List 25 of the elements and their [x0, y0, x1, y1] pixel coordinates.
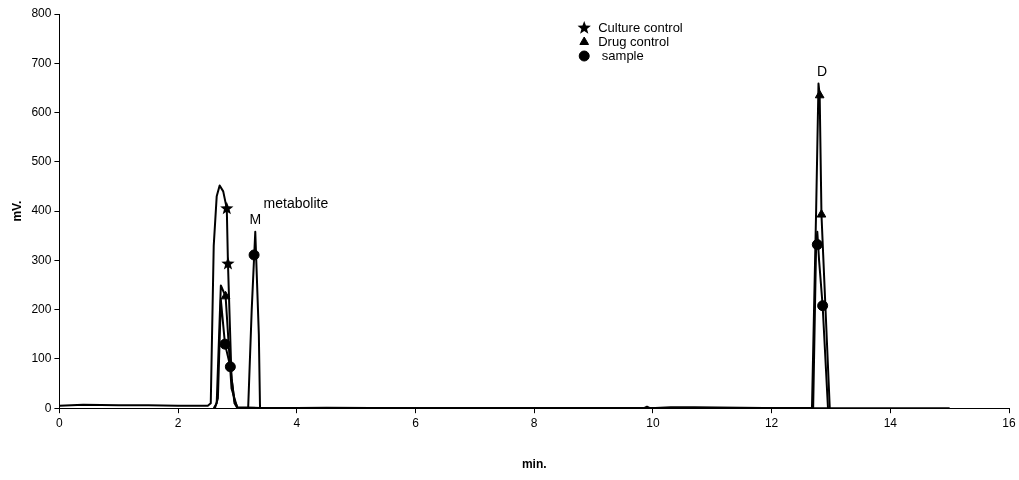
annotation: D	[817, 62, 828, 79]
x-tick-label: 2	[174, 415, 182, 430]
x-tick-label: 6	[412, 415, 420, 430]
y-tick-label: 800	[31, 6, 52, 21]
y-tick-label: 600	[31, 104, 52, 119]
x-axis-title: min.	[521, 457, 547, 472]
annotation: metabolite	[263, 194, 329, 211]
x-tick-label: 4	[293, 415, 301, 430]
x-tick-label: 0	[56, 415, 64, 430]
y-tick-label: 400	[31, 203, 52, 218]
x-tick-label: 8	[530, 415, 538, 430]
x-tick-label: 10	[646, 415, 660, 430]
y-tick-label: 100	[31, 351, 52, 366]
x-tick-label: 12	[764, 415, 779, 430]
y-tick-label: 300	[31, 252, 52, 267]
legend-label: Drug control	[598, 33, 670, 49]
y-tick-label: 0	[44, 400, 52, 415]
x-tick-label: 16	[1002, 415, 1016, 430]
y-tick-label: 200	[31, 301, 52, 316]
y-tick-label: 500	[31, 154, 52, 169]
annotation: M	[249, 210, 262, 227]
x-tick-label: 14	[883, 415, 898, 430]
legend-label: Culture control	[598, 19, 683, 35]
y-axis-title: mV.	[9, 200, 24, 222]
y-tick-label: 700	[31, 55, 52, 70]
